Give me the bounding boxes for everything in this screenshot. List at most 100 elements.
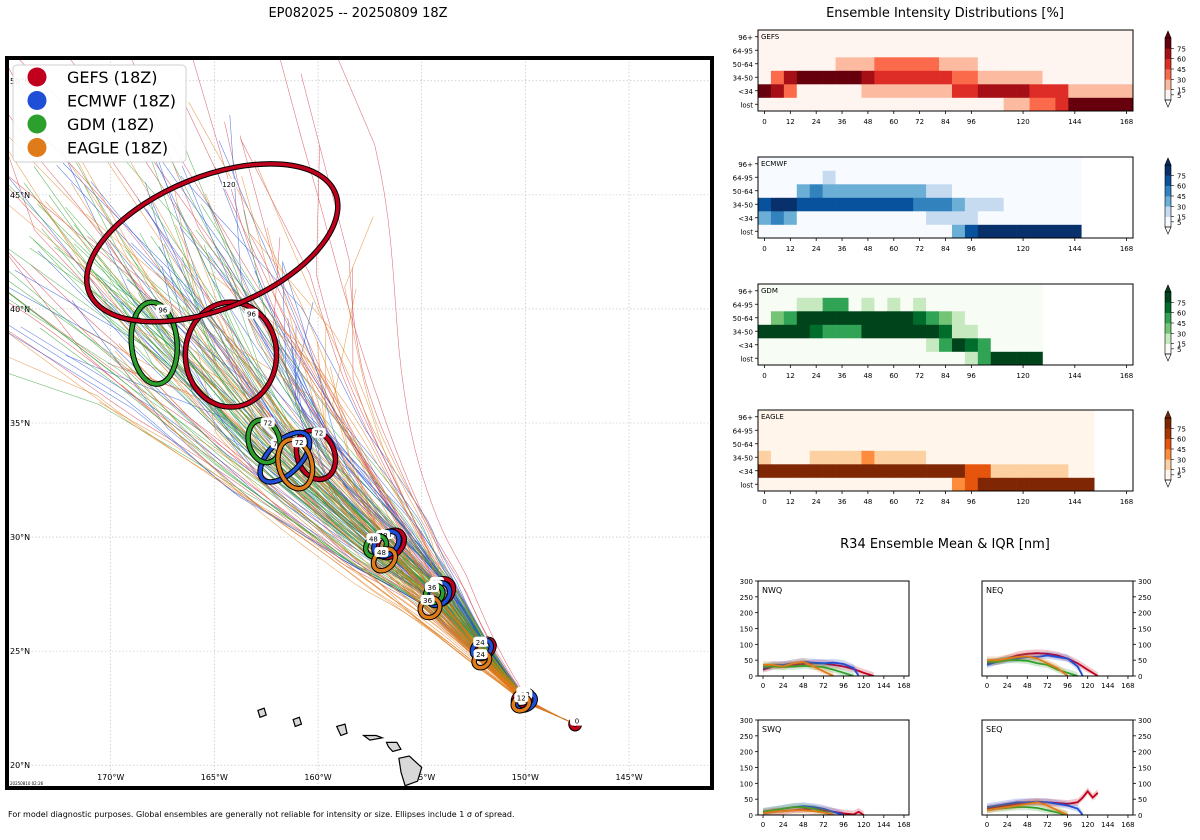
heat-cell: [977, 284, 992, 298]
heat-cell: [939, 311, 953, 325]
heat-cell: [887, 464, 901, 478]
heat-cell: [977, 197, 992, 212]
colorbar-segment: [1165, 438, 1171, 450]
heat-cell: [809, 170, 823, 185]
r34-ytick-label: 50: [744, 796, 753, 804]
heat-cell: [887, 57, 901, 71]
member-track: [344, 216, 576, 725]
heat-cell: [1055, 57, 1069, 71]
r34-ytick-label: 150: [740, 626, 753, 634]
heat-cell: [822, 84, 836, 98]
heat-cell: [1068, 30, 1082, 44]
heat-xtick-label: 60: [889, 498, 898, 506]
heat-cell: [990, 464, 1004, 478]
heat-cell: [796, 211, 811, 225]
colorbar-tick-label: 60: [1177, 436, 1186, 444]
heat-ytick-label: lost: [740, 355, 753, 363]
r34-xtick-label: 72: [1043, 682, 1052, 690]
heat-cell: [887, 70, 901, 85]
heat-xtick-label: 24: [812, 245, 821, 253]
heat-cell: [809, 351, 823, 366]
r34-frame: [757, 719, 910, 816]
heat-xtick-label: 144: [1068, 372, 1082, 380]
heat-cell: [822, 284, 836, 298]
colorbar-tick-label: 5: [1177, 472, 1181, 480]
heat-cell: [822, 197, 836, 212]
lon-tick-label: 150°W: [512, 773, 539, 782]
heat-cell: [964, 311, 979, 325]
heat-cell: [1029, 464, 1043, 478]
r34-xtick-label: 120: [857, 821, 870, 829]
heat-cell: [951, 30, 966, 44]
colorbar-segment: [1165, 428, 1171, 439]
heat-cell: [835, 97, 849, 112]
heat-cell: [1081, 437, 1095, 451]
heat-cell: [939, 157, 953, 171]
heat-cell: [964, 170, 979, 185]
heat-cell: [1068, 197, 1082, 212]
lat-tick-label: 25°N: [10, 647, 30, 656]
colorbar-segment: [1165, 216, 1171, 228]
member-track: [184, 288, 576, 725]
heat-cell: [1016, 97, 1030, 112]
heat-xtick-label: 60: [889, 118, 898, 126]
heat-cell: [809, 84, 823, 98]
heat-cell: [951, 311, 966, 325]
heat-cell: [964, 450, 979, 465]
heat-ytick-label: 96+: [738, 34, 753, 42]
r34-ytick-label: 300: [1138, 578, 1151, 586]
heat-cell: [977, 70, 992, 85]
heat-cell: [926, 311, 940, 325]
heat-cell: [874, 464, 888, 478]
heat-xtick-label: 84: [941, 498, 950, 506]
heat-cell: [913, 324, 927, 339]
heat-cell: [1029, 410, 1043, 424]
r34-ytick-label: 250: [740, 733, 753, 741]
heat-panel-label: EAGLE: [761, 413, 784, 421]
heat-cell: [1029, 324, 1043, 339]
heat-cell: [770, 477, 785, 492]
heat-cell: [861, 224, 875, 239]
heat-cell: [887, 477, 901, 492]
heat-cell: [809, 157, 823, 171]
heat-cell: [874, 211, 888, 225]
r34-panel-swq: SWQ 0 24 48 72 96 120 144 168 0 50 100 150 200 250 300: [740, 717, 911, 829]
heat-cell: [990, 410, 1004, 424]
heat-cell: [809, 184, 823, 198]
heat-cell: [939, 284, 953, 298]
colorbar-tick-label: 45: [1177, 446, 1186, 454]
heat-cell: [874, 97, 888, 112]
iqr-band: [763, 658, 834, 676]
heat-cell: [977, 464, 992, 478]
footer-note: For model diagnostic purposes. Global en…: [8, 810, 515, 819]
heat-cell: [964, 211, 979, 225]
heat-cell: [900, 450, 914, 465]
heat-cell: [1055, 224, 1069, 239]
colorbar-arrow-bottom: [1164, 353, 1172, 362]
heat-cell: [848, 211, 862, 225]
heat-cell: [835, 477, 849, 492]
heat-cell: [783, 70, 798, 85]
heat-cell: [964, 324, 979, 339]
heat-xtick-label: 48: [863, 372, 872, 380]
member-track: [252, 317, 576, 725]
heat-cell: [913, 70, 927, 85]
heat-cell: [1016, 284, 1030, 298]
heat-cell: [796, 224, 811, 239]
heat-cell: [1003, 170, 1017, 185]
heat-cell: [861, 43, 875, 58]
r34-ytick-label: 200: [1138, 749, 1151, 757]
colorbar-tick-label: 15: [1177, 214, 1186, 222]
heat-cell: [1003, 410, 1017, 424]
heat-cell: [887, 211, 901, 225]
heat-cell: [783, 43, 798, 58]
island: [398, 755, 423, 787]
colorbar-segment: [1165, 469, 1171, 481]
heat-cell: [1016, 311, 1030, 325]
r34-xtick-label: 24: [779, 821, 788, 829]
heat-cell: [1068, 157, 1082, 171]
heat-cell: [770, 410, 785, 424]
heat-cell: [848, 297, 862, 312]
lat-tick-label: 45°N: [10, 191, 30, 200]
heat-cell: [1081, 410, 1095, 424]
